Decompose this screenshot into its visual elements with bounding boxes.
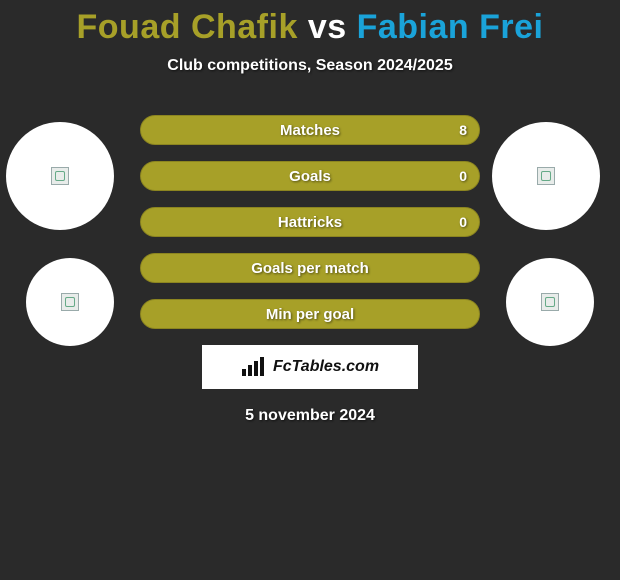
stat-label: Goals [289, 168, 331, 185]
page-title: Fouad Chafik vs Fabian Frei [0, 0, 620, 47]
subtitle: Club competitions, Season 2024/2025 [0, 57, 620, 75]
avatar-player2-bot [506, 258, 594, 346]
title-player1: Fouad Chafik [77, 8, 298, 46]
stats-container: Matches 8 Goals 0 Hattricks 0 Goals per … [140, 115, 480, 329]
stat-bar-hattricks: Hattricks 0 [140, 207, 480, 237]
date-text: 5 november 2024 [0, 407, 620, 425]
stat-value: 0 [459, 168, 467, 184]
placeholder-image-icon [537, 167, 555, 185]
stat-label: Min per goal [266, 306, 354, 323]
avatar-player2-top [492, 122, 600, 230]
source-badge-text: FcTables.com [273, 358, 379, 376]
stat-label: Goals per match [251, 260, 369, 277]
avatar-player1-top [6, 122, 114, 230]
stat-value: 8 [459, 122, 467, 138]
stat-label: Matches [280, 122, 340, 139]
stat-bar-min-per-goal: Min per goal [140, 299, 480, 329]
title-player2: Fabian Frei [357, 8, 544, 46]
stat-label: Hattricks [278, 214, 342, 231]
source-badge: FcTables.com [202, 345, 418, 389]
title-vs: vs [308, 8, 347, 46]
avatar-player1-bot [26, 258, 114, 346]
stat-bar-goals: Goals 0 [140, 161, 480, 191]
stat-bar-goals-per-match: Goals per match [140, 253, 480, 283]
stat-bar-matches: Matches 8 [140, 115, 480, 145]
placeholder-image-icon [541, 293, 559, 311]
bars-icon [241, 357, 267, 377]
placeholder-image-icon [61, 293, 79, 311]
placeholder-image-icon [51, 167, 69, 185]
stat-value: 0 [459, 214, 467, 230]
